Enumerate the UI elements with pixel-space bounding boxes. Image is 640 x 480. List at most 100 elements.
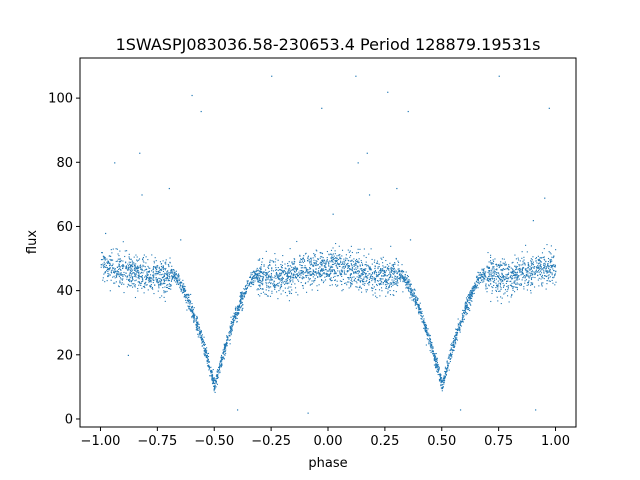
- data-point: [251, 282, 253, 285]
- data-point: [268, 270, 270, 272]
- data-point: [495, 287, 497, 289]
- data-point: [441, 380, 443, 382]
- data-point: [356, 252, 358, 254]
- data-point: [132, 278, 134, 280]
- data-point: [443, 376, 445, 378]
- data-point: [521, 257, 523, 259]
- data-point: [350, 276, 352, 279]
- data-point: [241, 298, 243, 300]
- data-point: [450, 347, 452, 349]
- data-point: [516, 287, 518, 289]
- data-point: [332, 259, 334, 261]
- data-point: [545, 268, 547, 270]
- data-point: [162, 266, 164, 268]
- data-point: [246, 287, 248, 290]
- data-point: [362, 270, 364, 272]
- data-point: [329, 279, 332, 281]
- data-point: [263, 264, 265, 266]
- data-point: [399, 275, 402, 277]
- data-point: [295, 291, 297, 293]
- data-point: [500, 287, 502, 289]
- data-point: [438, 369, 440, 371]
- data-point: [170, 288, 172, 290]
- data-point: [541, 252, 544, 254]
- data-point: [383, 280, 386, 282]
- data-point: [230, 316, 232, 318]
- data-point: [551, 265, 553, 267]
- data-point: [321, 259, 323, 261]
- data-point: [125, 268, 127, 270]
- data-point: [465, 301, 467, 303]
- data-point: [134, 266, 136, 268]
- data-point: [204, 354, 206, 356]
- data-point: [512, 286, 514, 288]
- data-point: [412, 290, 414, 292]
- data-point: [374, 281, 376, 283]
- data-point: [450, 353, 452, 355]
- data-point: [170, 270, 172, 272]
- data-point: [166, 277, 169, 279]
- data-point: [202, 341, 204, 343]
- data-point: [212, 377, 214, 379]
- data-point: [465, 312, 468, 314]
- data-point: [146, 277, 148, 279]
- data-point: [110, 249, 112, 251]
- data-point: [314, 277, 316, 280]
- data-point: [135, 268, 137, 270]
- data-point: [488, 266, 491, 268]
- data-point: [530, 268, 533, 270]
- data-point: [341, 280, 343, 283]
- data-point: [338, 263, 340, 265]
- data-point: [535, 270, 537, 272]
- data-point: [258, 275, 260, 277]
- data-point: [232, 317, 234, 319]
- data-point: [352, 261, 355, 263]
- data-point: [261, 261, 263, 263]
- data-point: [480, 277, 482, 279]
- data-point: [330, 265, 332, 267]
- data-point: [300, 274, 302, 276]
- data-point: [524, 268, 526, 270]
- data-point: [452, 344, 454, 346]
- outlier-point: [168, 187, 170, 190]
- data-point: [339, 256, 341, 258]
- data-point: [365, 289, 367, 291]
- data-point: [156, 266, 158, 268]
- data-point: [228, 331, 230, 333]
- data-point: [414, 295, 416, 297]
- data-point: [229, 339, 231, 341]
- data-point: [125, 262, 127, 264]
- data-point: [317, 258, 319, 260]
- data-point: [330, 269, 332, 271]
- data-point: [236, 317, 238, 320]
- data-point: [267, 295, 269, 297]
- data-point: [354, 263, 356, 265]
- data-point: [132, 276, 134, 278]
- data-point: [397, 285, 399, 287]
- data-point: [387, 267, 389, 269]
- data-point: [487, 252, 489, 254]
- data-point: [445, 372, 447, 374]
- data-point: [215, 380, 218, 382]
- data-point: [265, 289, 267, 291]
- data-point: [256, 279, 258, 281]
- data-point: [281, 267, 283, 269]
- data-point: [486, 291, 488, 293]
- data-point: [279, 272, 281, 274]
- data-point: [120, 272, 122, 274]
- data-point: [413, 293, 415, 295]
- data-point: [242, 297, 244, 299]
- data-point: [543, 248, 545, 250]
- data-point: [513, 277, 515, 279]
- data-point: [288, 290, 290, 292]
- data-point: [277, 276, 279, 278]
- data-point: [383, 266, 385, 268]
- data-point: [499, 263, 501, 265]
- data-point: [502, 269, 504, 271]
- data-point: [271, 260, 273, 262]
- data-point: [377, 267, 379, 270]
- data-point: [230, 328, 232, 330]
- data-point: [329, 284, 331, 287]
- data-point: [201, 336, 203, 338]
